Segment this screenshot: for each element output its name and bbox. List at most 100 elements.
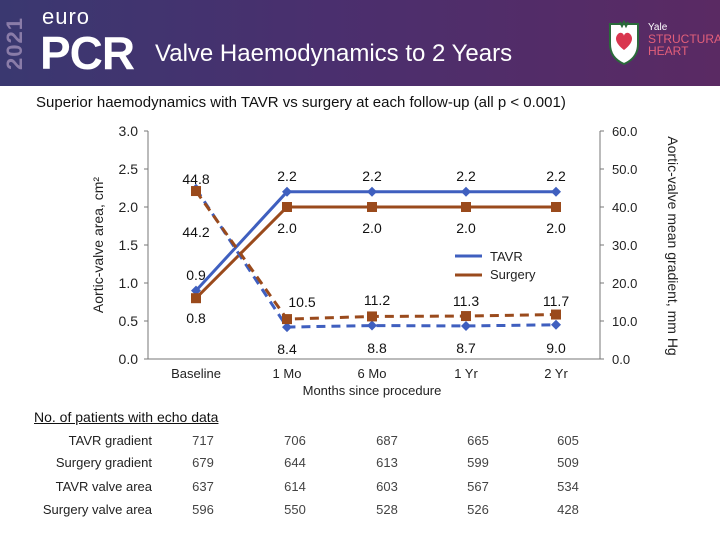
left-tick-label: 0.5 [119,313,139,329]
data-label: 0.8 [186,310,206,326]
data-point-square [282,202,292,212]
table-cell: 605 [557,433,579,448]
data-point-diamond [551,319,561,330]
data-point-diamond [551,186,561,197]
data-point-diamond [282,322,292,333]
data-point-square [282,314,292,325]
legend-label-surgery: Surgery [490,267,536,282]
data-point-diamond [191,285,201,296]
data-label: 2.0 [546,220,566,236]
data-point-diamond [367,186,377,197]
right-tick-label: 30.0 [612,238,637,253]
table-cell: 679 [192,455,214,470]
data-label: 11.2 [364,292,390,308]
series-line-tavr-gradient [194,187,557,329]
table-cell: 550 [284,502,306,517]
left-tick-label: 2.0 [119,199,139,215]
left-tick-label: 3.0 [119,123,139,139]
yale-structural-heart-logo: Yale STRUCTURAL HEART [604,19,720,66]
data-point-square [461,311,471,322]
data-label: 8.8 [367,340,387,356]
x-axis-title: Months since procedure [303,383,442,398]
data-point-square [367,202,377,212]
left-tick-label: 0.0 [119,351,139,367]
table-cell: 706 [284,433,306,448]
table-heading: No. of patients with echo data [34,409,219,425]
right-tick-label: 0.0 [612,352,630,367]
data-label: 44.8 [182,171,209,187]
table-cell: 509 [557,455,579,470]
legend-label-tavr: TAVR [490,249,523,264]
data-label: 11.7 [543,293,569,309]
table-cell: 687 [376,433,398,448]
right-tick-label: 50.0 [612,162,637,177]
data-point-diamond [367,320,377,331]
data-point-square [551,202,561,212]
right-tick-label: 60.0 [612,124,637,139]
data-label: 9.0 [546,340,566,356]
data-point-diamond [461,186,471,197]
data-label: 44.2 [182,224,209,240]
chart-subtitle: Superior haemodynamics with TAVR vs surg… [36,94,566,111]
heart-shield-icon [609,19,639,66]
table-cell: 665 [467,433,489,448]
data-label: 2.0 [362,220,382,236]
table-cell: 428 [557,502,579,517]
brand-line-structural: STRUCTURAL [648,32,720,46]
x-tick-label: 1 Mo [273,366,302,381]
right-tick-label: 20.0 [612,276,637,291]
data-point-square [551,309,561,320]
table-cell: 717 [192,433,214,448]
table-cell: 599 [467,455,489,470]
table-cell: 613 [376,455,398,470]
right-axis-title: Aortic-valve mean gradient, mm Hg [665,136,681,355]
table-cell: 603 [376,479,398,494]
left-tick-label: 1.5 [119,237,139,253]
x-tick-label: 2 Yr [544,366,568,381]
x-tick-label: 6 Mo [358,366,387,381]
brand-line-yale: Yale [648,22,668,33]
table-cell: 526 [467,502,489,517]
data-point-diamond [282,186,292,197]
table-cell: 567 [467,479,489,494]
data-label: 2.0 [456,220,476,236]
table-row-label: TAVR valve area [55,479,152,494]
right-tick-label: 10.0 [612,314,637,329]
data-label: 8.4 [277,341,297,357]
table-cell: 534 [557,479,579,494]
right-tick-label: 40.0 [612,200,637,215]
data-label: 8.7 [456,340,476,356]
data-point-square [191,186,201,197]
data-point-square [461,202,471,212]
data-point-square [191,293,201,304]
slide-title: Valve Haemodynamics to 2 Years [155,40,513,67]
data-label: 2.0 [277,220,297,236]
euro-logo-text: euro [42,4,91,29]
data-point-square [367,311,377,322]
table-row-label: Surgery valve area [42,502,152,517]
data-label: 2.2 [362,168,382,184]
data-label: 0.9 [186,267,206,283]
left-tick-label: 1.0 [119,275,139,291]
brand-line-heart: HEART [648,44,689,58]
data-label: 11.3 [453,293,479,309]
table-row-label: TAVR gradient [68,433,152,448]
header-banner: 2021 euro PCR Valve Haemodynamics to 2 Y… [0,0,720,86]
data-label: 2.2 [277,168,297,184]
data-label: 10.5 [288,294,315,310]
table-cell: 528 [376,502,398,517]
left-axis-title: Aortic-valve area, cm² [90,177,106,313]
table-cell: 637 [192,479,214,494]
left-tick-label: 2.5 [119,161,139,177]
table-cell: 614 [284,479,306,494]
x-tick-label: Baseline [171,366,221,381]
table-cell: 644 [284,455,306,470]
table-row-label: Surgery gradient [55,455,152,470]
pcr-logo-text: PCR [40,27,135,79]
data-label: 2.2 [546,168,566,184]
x-tick-label: 1 Yr [454,366,478,381]
data-label: 2.2 [456,168,476,184]
data-point-diamond [461,320,471,331]
table-cell: 596 [192,502,214,517]
